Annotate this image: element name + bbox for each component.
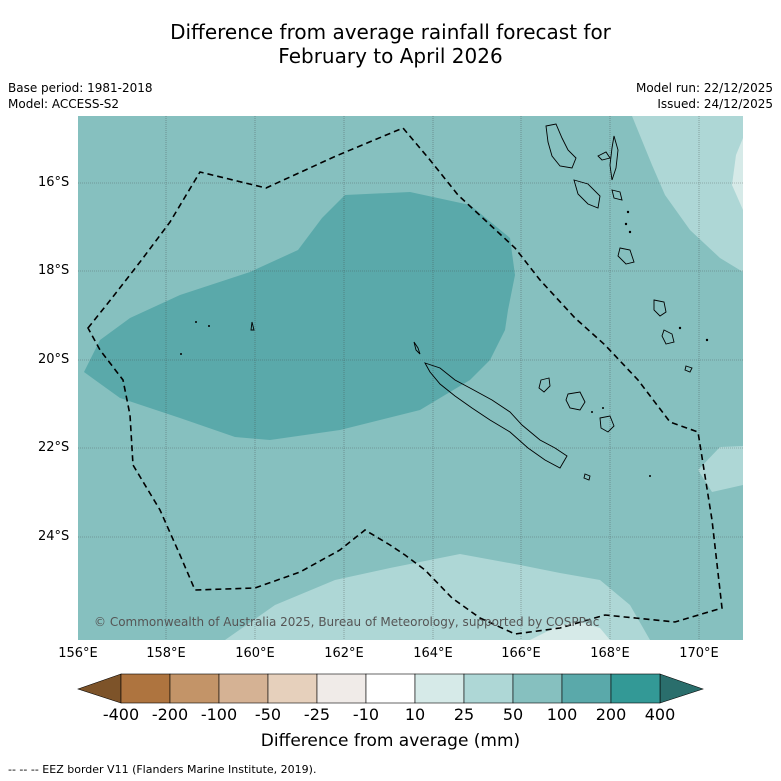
chart-title: Difference from average rainfall forecas… [0, 20, 781, 68]
lon-label-170e: 170°E [679, 646, 719, 661]
cb-tick-200: 200 [595, 705, 627, 724]
new-caledonia-coast [424, 362, 568, 469]
issued-date: Issued: 24/12/2025 [657, 97, 773, 111]
colorbar-swatch [610, 673, 661, 704]
cb-tick-100: 100 [546, 705, 578, 724]
meta-left: Base period: 1981-2018 Model: ACCESS-S2 [8, 80, 153, 112]
cb-tick-m50: -50 [254, 705, 282, 724]
meta-right: Model run: 22/12/2025 Issued: 24/12/2025 [636, 80, 773, 112]
lat-label-16s: 16°S [38, 175, 70, 190]
lat-label-18s: 18°S [38, 263, 70, 278]
vanuatu-erromango [653, 299, 667, 317]
loyalty-island-ouvea [538, 377, 551, 393]
vanuatu-epi [611, 189, 623, 201]
vanuatu-ambae [597, 151, 611, 161]
cb-tick-m100: -100 [200, 705, 238, 724]
chesterfield-reef [250, 321, 255, 331]
copyright-notice: © Commonwealth of Australia 2025, Bureau… [94, 615, 599, 629]
isle-of-pines [583, 473, 591, 481]
lon-label-166e: 166°E [501, 646, 541, 661]
new-caledonia-north-islet [413, 341, 421, 355]
cb-tick-10: 10 [404, 705, 426, 724]
colorbar-swatch [120, 673, 171, 704]
vanuatu-malakula [573, 179, 601, 209]
colorbar-arrow-left [77, 673, 122, 704]
footer-eez-note: -- -- -- EEZ border V11 (Flanders Marine… [8, 763, 317, 776]
colorbar-swatch [561, 673, 612, 704]
anomaly-100-200-region [84, 192, 515, 440]
map-panel: © Commonwealth of Australia 2025, Bureau… [78, 116, 743, 640]
lon-label-162e: 162°E [324, 646, 364, 661]
colorbar-swatches [120, 673, 661, 704]
gridlines [78, 116, 743, 640]
lon-label-164e: 164°E [413, 646, 453, 661]
base-period: Base period: 1981-2018 [8, 81, 153, 95]
cb-tick-25: 25 [453, 705, 475, 724]
vanuatu-aneityum [684, 365, 693, 373]
coastlines [250, 123, 693, 481]
anomaly-10-25-region-northeast [732, 138, 743, 210]
lon-label-156e: 156°E [58, 646, 98, 661]
anomaly-25-50-region-east [698, 446, 743, 492]
colorbar-swatch [267, 673, 318, 704]
cb-tick-50: 50 [502, 705, 524, 724]
model-run: Model run: 22/12/2025 [635, 81, 773, 95]
cb-tick-m200: -200 [151, 705, 189, 724]
loyalty-island-lifou [565, 391, 586, 411]
anomaly-25-50-region-south [225, 554, 650, 640]
lat-label-24s: 24°S [38, 529, 70, 544]
lon-label-160e: 160°E [235, 646, 275, 661]
anomaly-25-50-region-northeast [632, 116, 743, 272]
colorbar-swatch [218, 673, 269, 704]
cb-tick-400: 400 [644, 705, 676, 724]
lat-label-20s: 20°S [38, 352, 70, 367]
model-name: Model: ACCESS-S2 [8, 97, 120, 111]
colorbar-arrow-right [659, 673, 704, 704]
colorbar-title: Difference from average (mm) [260, 731, 521, 751]
colorbar [77, 673, 704, 704]
cb-tick-m400: -400 [102, 705, 140, 724]
vanuatu-pentecost [609, 135, 619, 181]
lat-label-22s: 22°S [38, 440, 70, 455]
lon-label-158e: 158°E [146, 646, 186, 661]
vanuatu-tanna [661, 329, 675, 345]
colorbar-swatch [169, 673, 220, 704]
lon-label-168e: 168°E [590, 646, 630, 661]
colorbar-swatch [414, 673, 465, 704]
colorbar-swatch [512, 673, 563, 704]
vanuatu-espiritu-santo [545, 123, 577, 169]
anomaly-10-25-region-south [530, 622, 610, 640]
small-islets [180, 210, 709, 477]
vanuatu-efate [617, 247, 635, 265]
colorbar-swatch [316, 673, 367, 704]
cb-tick-m10: -10 [352, 705, 380, 724]
title-line-2: February to April 2026 [278, 44, 503, 68]
eez-border [87, 127, 723, 635]
loyalty-island-mare [599, 415, 615, 433]
colorbar-swatch [365, 673, 416, 704]
colorbar-swatch [463, 673, 514, 704]
cb-tick-m25: -25 [303, 705, 331, 724]
title-line-1: Difference from average rainfall forecas… [170, 20, 611, 44]
